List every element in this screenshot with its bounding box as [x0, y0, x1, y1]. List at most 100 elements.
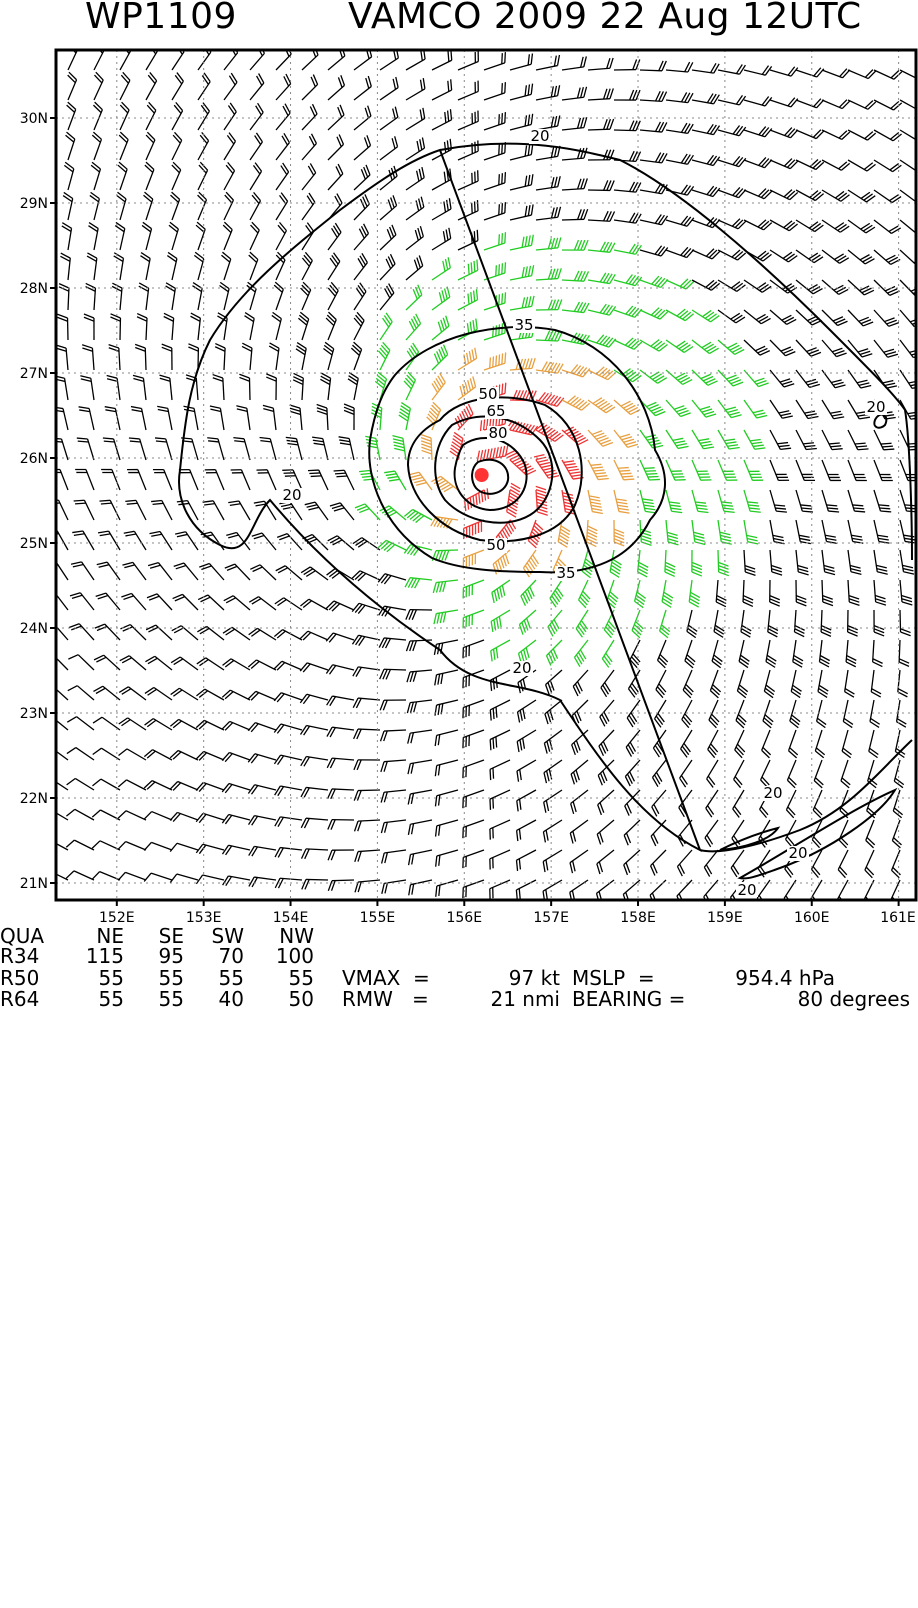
wind-barb [484, 52, 505, 70]
wind-barb [562, 209, 588, 220]
wind-barb [848, 550, 861, 574]
wind-barb [736, 700, 746, 728]
wind-barb [139, 283, 149, 310]
wind-barb [249, 846, 276, 856]
wind-barb [484, 112, 505, 130]
wind-barb [653, 760, 666, 787]
wind-barb [196, 875, 224, 884]
wind-barb [510, 204, 533, 220]
wind-barb [692, 249, 720, 259]
table-header-sw: SW [180, 926, 244, 946]
wind-barb [614, 182, 641, 192]
wind-barb [145, 687, 172, 700]
wind-barb [822, 520, 837, 543]
wind-barb [718, 340, 744, 354]
wind-barb [133, 375, 146, 400]
wind-barb [222, 690, 250, 700]
wind-barb [718, 520, 732, 544]
wind-barb [328, 134, 343, 160]
wind-barb [228, 501, 250, 520]
wind-barb [274, 282, 283, 310]
wind-barb [177, 501, 198, 520]
table-header-qua: QUA [0, 926, 44, 946]
wind-barb [871, 670, 881, 697]
wind-barb [770, 430, 791, 449]
wind-barb [848, 580, 859, 605]
wind-barb [328, 75, 344, 100]
wind-barb [519, 610, 536, 635]
wind-barb [562, 271, 589, 281]
wind-barb [196, 751, 224, 760]
wind-barb [151, 500, 172, 520]
wind-barb [692, 370, 718, 385]
wind-barb [433, 580, 458, 593]
wind-barb [328, 164, 343, 190]
wind-barb [536, 362, 563, 374]
wind-barb [196, 782, 224, 791]
wind-barb [326, 665, 354, 675]
wind-barb [40, 839, 68, 850]
wind-barb [744, 189, 772, 199]
radii-table: QUA NE SE SW NW R34 115 95 70 100 R50 55… [0, 926, 918, 1014]
row-r50-ne: 55 [60, 968, 124, 988]
wind-barb [170, 192, 179, 220]
wind-barb [491, 640, 510, 661]
wind-barb [638, 550, 649, 577]
wind-barb [588, 180, 614, 190]
wind-barb [484, 352, 506, 370]
wind-barb [93, 717, 120, 730]
wind-barb [687, 610, 697, 638]
wind-barb [404, 509, 432, 522]
wind-barb [317, 405, 328, 430]
wind-barb [171, 657, 198, 670]
wind-barb [458, 230, 478, 250]
wind-barb [458, 170, 478, 190]
wind-barb [848, 460, 867, 480]
wind-barb [66, 809, 94, 820]
wind-barb [796, 99, 824, 108]
wind-barb [562, 87, 587, 100]
wind-barb [197, 658, 224, 670]
wind-barb [406, 256, 423, 280]
wind-barb [739, 640, 749, 668]
wind-barb [118, 842, 146, 850]
wind-barb [293, 373, 303, 400]
wind-barb [196, 689, 224, 700]
wind-barb [302, 75, 318, 100]
wind-barb [757, 880, 770, 907]
wind-barb [144, 750, 172, 760]
wind-barb [484, 82, 505, 100]
wind-barb [94, 72, 103, 100]
wind-barb [302, 535, 328, 550]
wind-barb [640, 370, 667, 383]
wind-barb [354, 760, 380, 770]
wind-barb [266, 374, 276, 400]
wind-barb [784, 880, 796, 907]
wind-barb [260, 438, 276, 460]
wind-barb [588, 242, 615, 253]
wind-barb [277, 534, 302, 550]
wind-barb [93, 748, 120, 760]
wind-barb [432, 345, 448, 370]
wind-barb [275, 598, 302, 610]
wind-barb [407, 670, 432, 682]
wind-barb [88, 223, 98, 250]
vmax-label: VMAX = [342, 968, 430, 988]
wind-barb [737, 670, 747, 698]
wind-barb [49, 469, 68, 490]
wind-barb [196, 844, 224, 853]
wind-barb [874, 310, 899, 326]
wind-barb [681, 730, 692, 757]
wind-barb [275, 848, 302, 858]
wind-barb [92, 841, 120, 850]
contour-label-80: 80 [488, 424, 507, 442]
wind-barb [87, 253, 97, 280]
wind-barb [94, 42, 104, 70]
wind-barb [407, 700, 432, 713]
wind-barb [507, 483, 521, 517]
wind-barb [435, 760, 458, 776]
wind-barb [301, 726, 328, 736]
wind-barb [705, 820, 718, 847]
wind-barb [147, 594, 172, 610]
